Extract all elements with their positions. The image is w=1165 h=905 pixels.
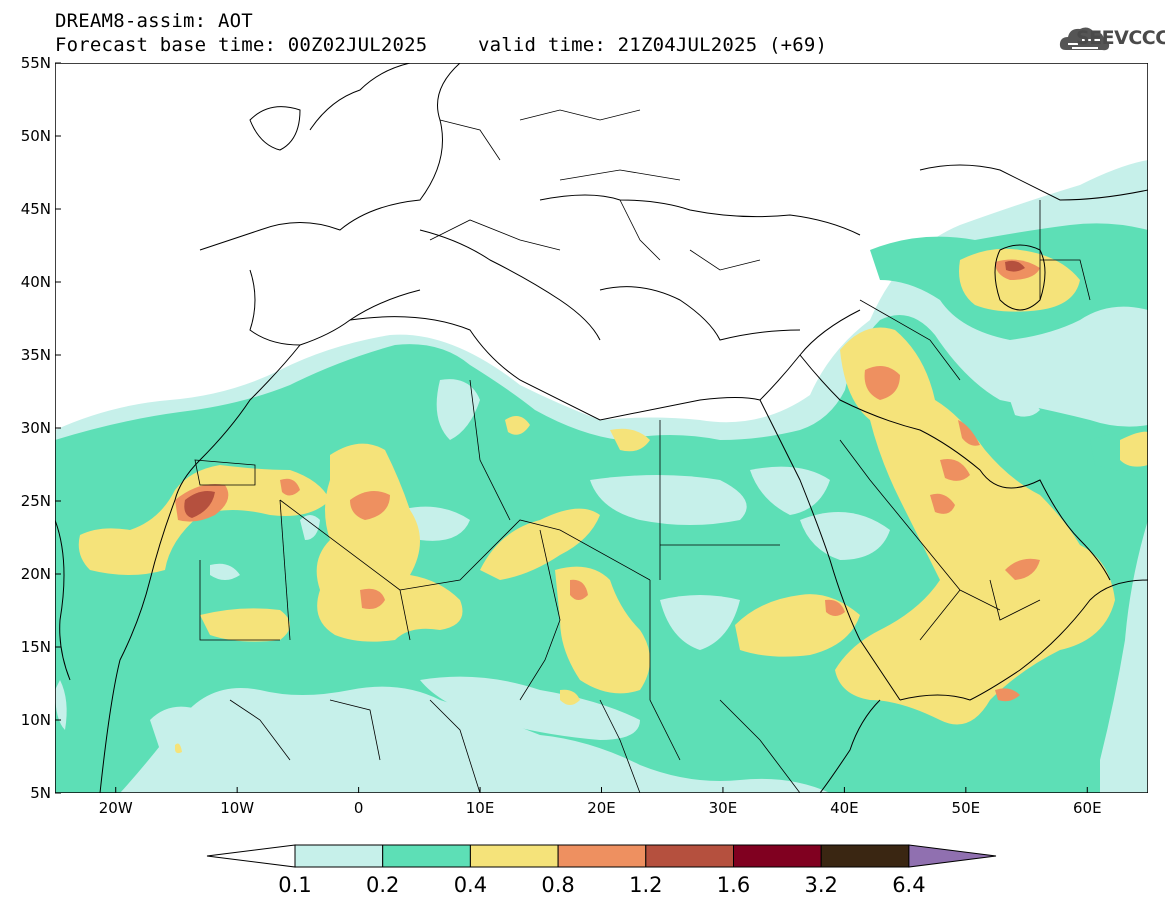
lat-axis: 5N 10N 15N 20N 25N 30N 35N 40N 45N 50N 55N (21, 54, 61, 802)
colorbar-swatch (469, 844, 559, 868)
lat-tick-label: 50N (21, 127, 51, 145)
colorbar-level-label: 0.2 (366, 873, 399, 897)
lon-tick-label: 20W (99, 799, 133, 817)
lat-tick-label: 25N (21, 492, 51, 510)
lat-tick-label: 10N (21, 711, 51, 729)
colorbar-swatch (645, 844, 734, 868)
lat-tick-label: 5N (30, 784, 51, 802)
lon-tick-label: 60E (1073, 799, 1102, 817)
colorbar-level-label: 3.2 (804, 873, 837, 897)
colorbar-level-label: 6.4 (892, 873, 925, 897)
colorbar-swatch (294, 844, 384, 868)
colorbar-level-label: 1.2 (629, 873, 662, 897)
aot-level-1-2 (184, 260, 1025, 518)
aot-contour-fields (55, 63, 1148, 793)
lat-tick-label: 35N (21, 346, 51, 364)
lon-axis: 20W 10W 0 10E 20E 30E 40E 50E 60E (99, 787, 1102, 817)
colorbar-swatch (733, 844, 822, 868)
colorbar-level-label: 0.8 (541, 873, 574, 897)
lon-tick-label: 50E (952, 799, 981, 817)
lon-tick-label: 10E (466, 799, 495, 817)
colorbar-level-label: 0.4 (454, 873, 487, 897)
colorbar-swatch (382, 844, 471, 868)
lon-tick-label: 40E (830, 799, 859, 817)
logo-text: SEEVCCC (1076, 27, 1165, 49)
lon-tick-label: 0 (354, 799, 364, 817)
lat-tick-label: 30N (21, 419, 51, 437)
forecast-base-time: Forecast base time: 00Z02JUL2025 (55, 34, 428, 56)
valid-time: valid time: 21Z04JUL2025 (+69) (478, 34, 828, 56)
colorbar-max-arrow (908, 844, 997, 868)
lat-tick-label: 20N (21, 565, 51, 583)
coastlines (55, 63, 1148, 793)
cloud-logo-icon (1059, 27, 1110, 51)
colorbar-min-arrow (206, 844, 296, 868)
lon-tick-label: 20E (587, 799, 616, 817)
aot-level-0-8 (175, 259, 1040, 702)
lat-tick-label: 15N (21, 638, 51, 656)
colorbar-level-label: 1.6 (717, 873, 750, 897)
aot-level-0-1-holes (55, 379, 1040, 750)
lat-tick-label: 40N (21, 273, 51, 291)
colorbar-swatch (557, 844, 647, 868)
lat-tick-label: 45N (21, 200, 51, 218)
lon-tick-label: 30E (709, 799, 738, 817)
lon-tick-label: 10W (220, 799, 254, 817)
lat-tick-label: 55N (21, 54, 51, 72)
colorbar-level-label: 0.1 (278, 873, 311, 897)
colorbar-swatch (820, 844, 910, 868)
country-borders (194, 109, 1091, 793)
map-title: DREAM8-assim: AOT (55, 10, 253, 32)
